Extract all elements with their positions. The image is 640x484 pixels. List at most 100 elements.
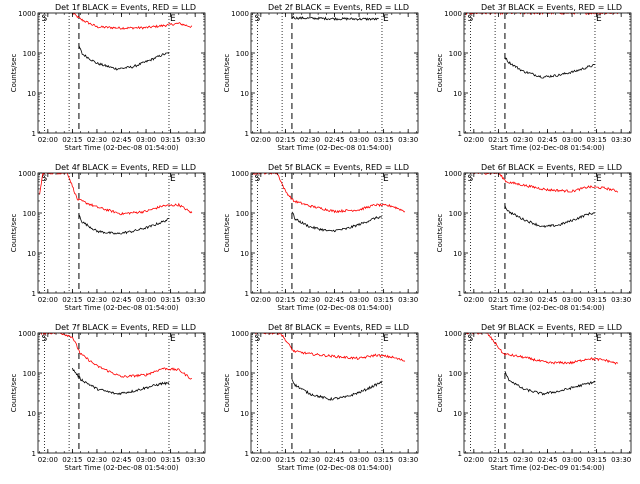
x-tick-label: 03:00: [349, 296, 369, 304]
plot-frame: [251, 13, 418, 133]
y-tick-label: 10: [27, 410, 36, 418]
y-tick-label: 1000: [18, 170, 36, 178]
x-tick-label: 02:15: [62, 296, 82, 304]
y-tick-label: 1: [32, 450, 36, 458]
events-series-line: [72, 368, 169, 394]
plot-frame: [38, 173, 205, 293]
x-tick-label: 03:30: [611, 456, 631, 464]
x-tick-label: 03:30: [185, 456, 205, 464]
x-tick-label: 02:00: [251, 136, 271, 144]
x-axis-label: Start Time (02-Dec-08 01:54:00): [490, 304, 604, 312]
y-tick-label: 1: [245, 290, 249, 298]
x-axis-label: Start Time (02-Dec-08 01:54:00): [64, 304, 178, 312]
x-tick-label: 02:30: [513, 296, 533, 304]
x-tick-label: 03:00: [562, 136, 582, 144]
panel-title: Det 5f BLACK = Events, RED = LLD: [268, 163, 409, 172]
y-axis-label: Counts/sec: [223, 54, 231, 93]
x-tick-label: 03:15: [161, 456, 181, 464]
x-tick-label: 02:15: [275, 296, 295, 304]
x-tick-label: 02:15: [275, 456, 295, 464]
start-marker-label: S: [255, 334, 261, 344]
x-tick-label: 03:30: [398, 296, 418, 304]
plot-frame: [251, 173, 418, 293]
x-tick-label: 02:45: [111, 136, 131, 144]
plot-frame: [464, 333, 631, 453]
y-tick-label: 100: [23, 50, 36, 58]
y-axis-label: Counts/sec: [10, 374, 18, 413]
start-marker-label: S: [468, 334, 474, 344]
x-tick-label: 03:15: [161, 296, 181, 304]
y-tick-label: 10: [453, 410, 462, 418]
x-tick-label: 02:30: [513, 456, 533, 464]
x-tick-label: 03:15: [374, 456, 394, 464]
y-tick-label: 1000: [18, 10, 36, 18]
x-tick-label: 02:45: [537, 456, 557, 464]
y-tick-label: 100: [23, 370, 36, 378]
events-series-line: [292, 212, 382, 232]
x-tick-label: 03:15: [161, 136, 181, 144]
plot-frame: [464, 13, 631, 133]
y-tick-label: 100: [236, 50, 249, 58]
x-tick-label: 03:00: [562, 296, 582, 304]
x-tick-label: 03:30: [611, 136, 631, 144]
y-tick-label: 1: [245, 450, 249, 458]
panel-title: Det 2f BLACK = Events, RED = LLD: [268, 3, 409, 12]
x-tick-label: 03:15: [374, 136, 394, 144]
y-tick-label: 1: [458, 290, 462, 298]
y-tick-label: 10: [240, 250, 249, 258]
x-tick-label: 02:30: [87, 136, 107, 144]
x-tick-label: 02:30: [87, 456, 107, 464]
x-tick-label: 02:00: [464, 136, 484, 144]
y-axis-label: Counts/sec: [436, 214, 444, 253]
x-tick-label: 03:00: [136, 296, 156, 304]
x-tick-label: 03:15: [374, 296, 394, 304]
x-tick-label: 02:30: [300, 136, 320, 144]
start-marker-label: S: [42, 14, 48, 24]
events-series-line: [292, 17, 379, 21]
panel-title: Det 3f BLACK = Events, RED = LLD: [481, 3, 622, 12]
x-tick-label: 02:30: [300, 296, 320, 304]
x-axis-label: Start Time (02-Dec-08 01:54:00): [490, 144, 604, 152]
x-tick-label: 02:00: [251, 296, 271, 304]
y-tick-label: 100: [23, 210, 36, 218]
panel-title: Det 1f BLACK = Events, RED = LLD: [55, 3, 196, 12]
y-tick-label: 1: [458, 130, 462, 138]
panel-title: Det 8f BLACK = Events, RED = LLD: [268, 323, 409, 332]
start-marker-label: S: [42, 334, 48, 344]
x-tick-label: 02:00: [464, 296, 484, 304]
y-axis-label: Counts/sec: [10, 54, 18, 93]
y-tick-label: 10: [240, 90, 249, 98]
x-tick-label: 03:00: [349, 136, 369, 144]
y-axis-label: Counts/sec: [223, 374, 231, 413]
x-tick-label: 03:30: [611, 296, 631, 304]
x-tick-label: 03:15: [587, 456, 607, 464]
x-tick-label: 02:45: [111, 296, 131, 304]
y-axis-label: Counts/sec: [10, 214, 18, 253]
events-series-line: [505, 57, 595, 78]
panel-title: Det 7f BLACK = Events, RED = LLD: [55, 323, 196, 332]
y-tick-label: 1000: [18, 330, 36, 338]
events-series-line: [505, 371, 595, 395]
x-tick-label: 02:45: [324, 456, 344, 464]
y-tick-label: 1: [245, 130, 249, 138]
x-tick-label: 03:00: [562, 456, 582, 464]
y-tick-label: 1: [32, 290, 36, 298]
x-tick-label: 02:15: [62, 136, 82, 144]
x-tick-label: 02:15: [275, 136, 295, 144]
x-tick-label: 02:30: [513, 136, 533, 144]
x-tick-label: 03:00: [349, 456, 369, 464]
x-tick-label: 02:00: [251, 456, 271, 464]
x-axis-label: Start Time (02-Dec-08 01:54:00): [277, 464, 391, 472]
events-series-line: [292, 379, 382, 400]
y-tick-label: 1000: [444, 10, 462, 18]
x-axis-label: Start Time (02-Dec-08 01:54:00): [277, 304, 391, 312]
x-axis-label: Start Time (02-Dec-08 01:54:00): [277, 144, 391, 152]
y-tick-label: 1: [458, 450, 462, 458]
